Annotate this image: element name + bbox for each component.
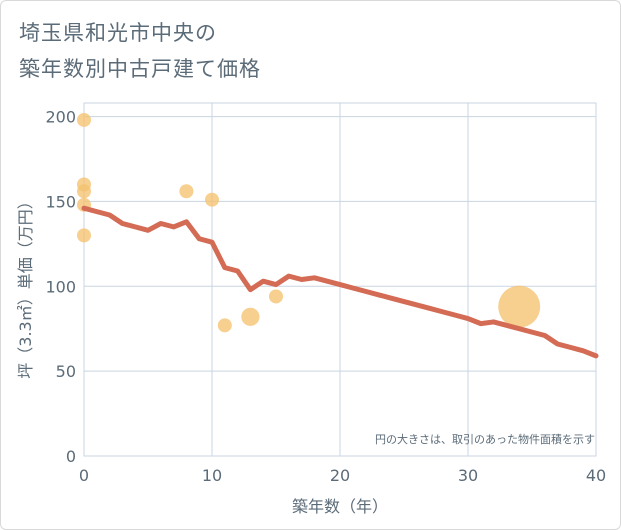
transaction-bubble [241, 307, 260, 326]
bubble-size-note: 円の大きさは、取引のあった物件面積を示す [375, 432, 595, 446]
y-axis-label: 坪（3.3㎡）単価（万円） [16, 193, 35, 378]
axis-ticks: 0 10 20 30 40 0 50 100 150 200 [45, 108, 606, 485]
transaction-bubble [205, 192, 219, 207]
transaction-bubble [179, 184, 194, 199]
x-tick-label: 40 [586, 466, 606, 485]
x-tick-label: 10 [202, 466, 222, 485]
trend-line [81, 205, 599, 359]
chart-title-line-2: 築年数別中古戸建て価格 [19, 57, 261, 81]
chart-title: 埼玉県和光市中央の 築年数別中古戸建て価格 [19, 15, 261, 87]
y-tick-label: 0 [66, 447, 76, 466]
transaction-bubble [77, 184, 91, 199]
chart-title-line-1: 埼玉県和光市中央の [19, 21, 217, 45]
transaction-bubbles [77, 112, 541, 333]
y-tick-label: 200 [45, 108, 76, 127]
transaction-bubble [217, 318, 232, 333]
x-tick-label: 20 [330, 466, 350, 485]
y-tick-label: 150 [45, 192, 76, 211]
trend-line-group [81, 205, 599, 359]
y-tick-label: 100 [45, 277, 76, 296]
grid-lines [83, 103, 597, 457]
transaction-bubble [498, 285, 541, 328]
transaction-bubble [77, 112, 91, 127]
y-tick-label: 50 [56, 362, 76, 381]
x-axis-label: 築年数（年） [292, 497, 388, 516]
x-tick-label: 0 [79, 466, 89, 485]
x-tick-label: 30 [458, 466, 478, 485]
transaction-bubble [77, 228, 91, 243]
transaction-bubble [269, 289, 283, 304]
